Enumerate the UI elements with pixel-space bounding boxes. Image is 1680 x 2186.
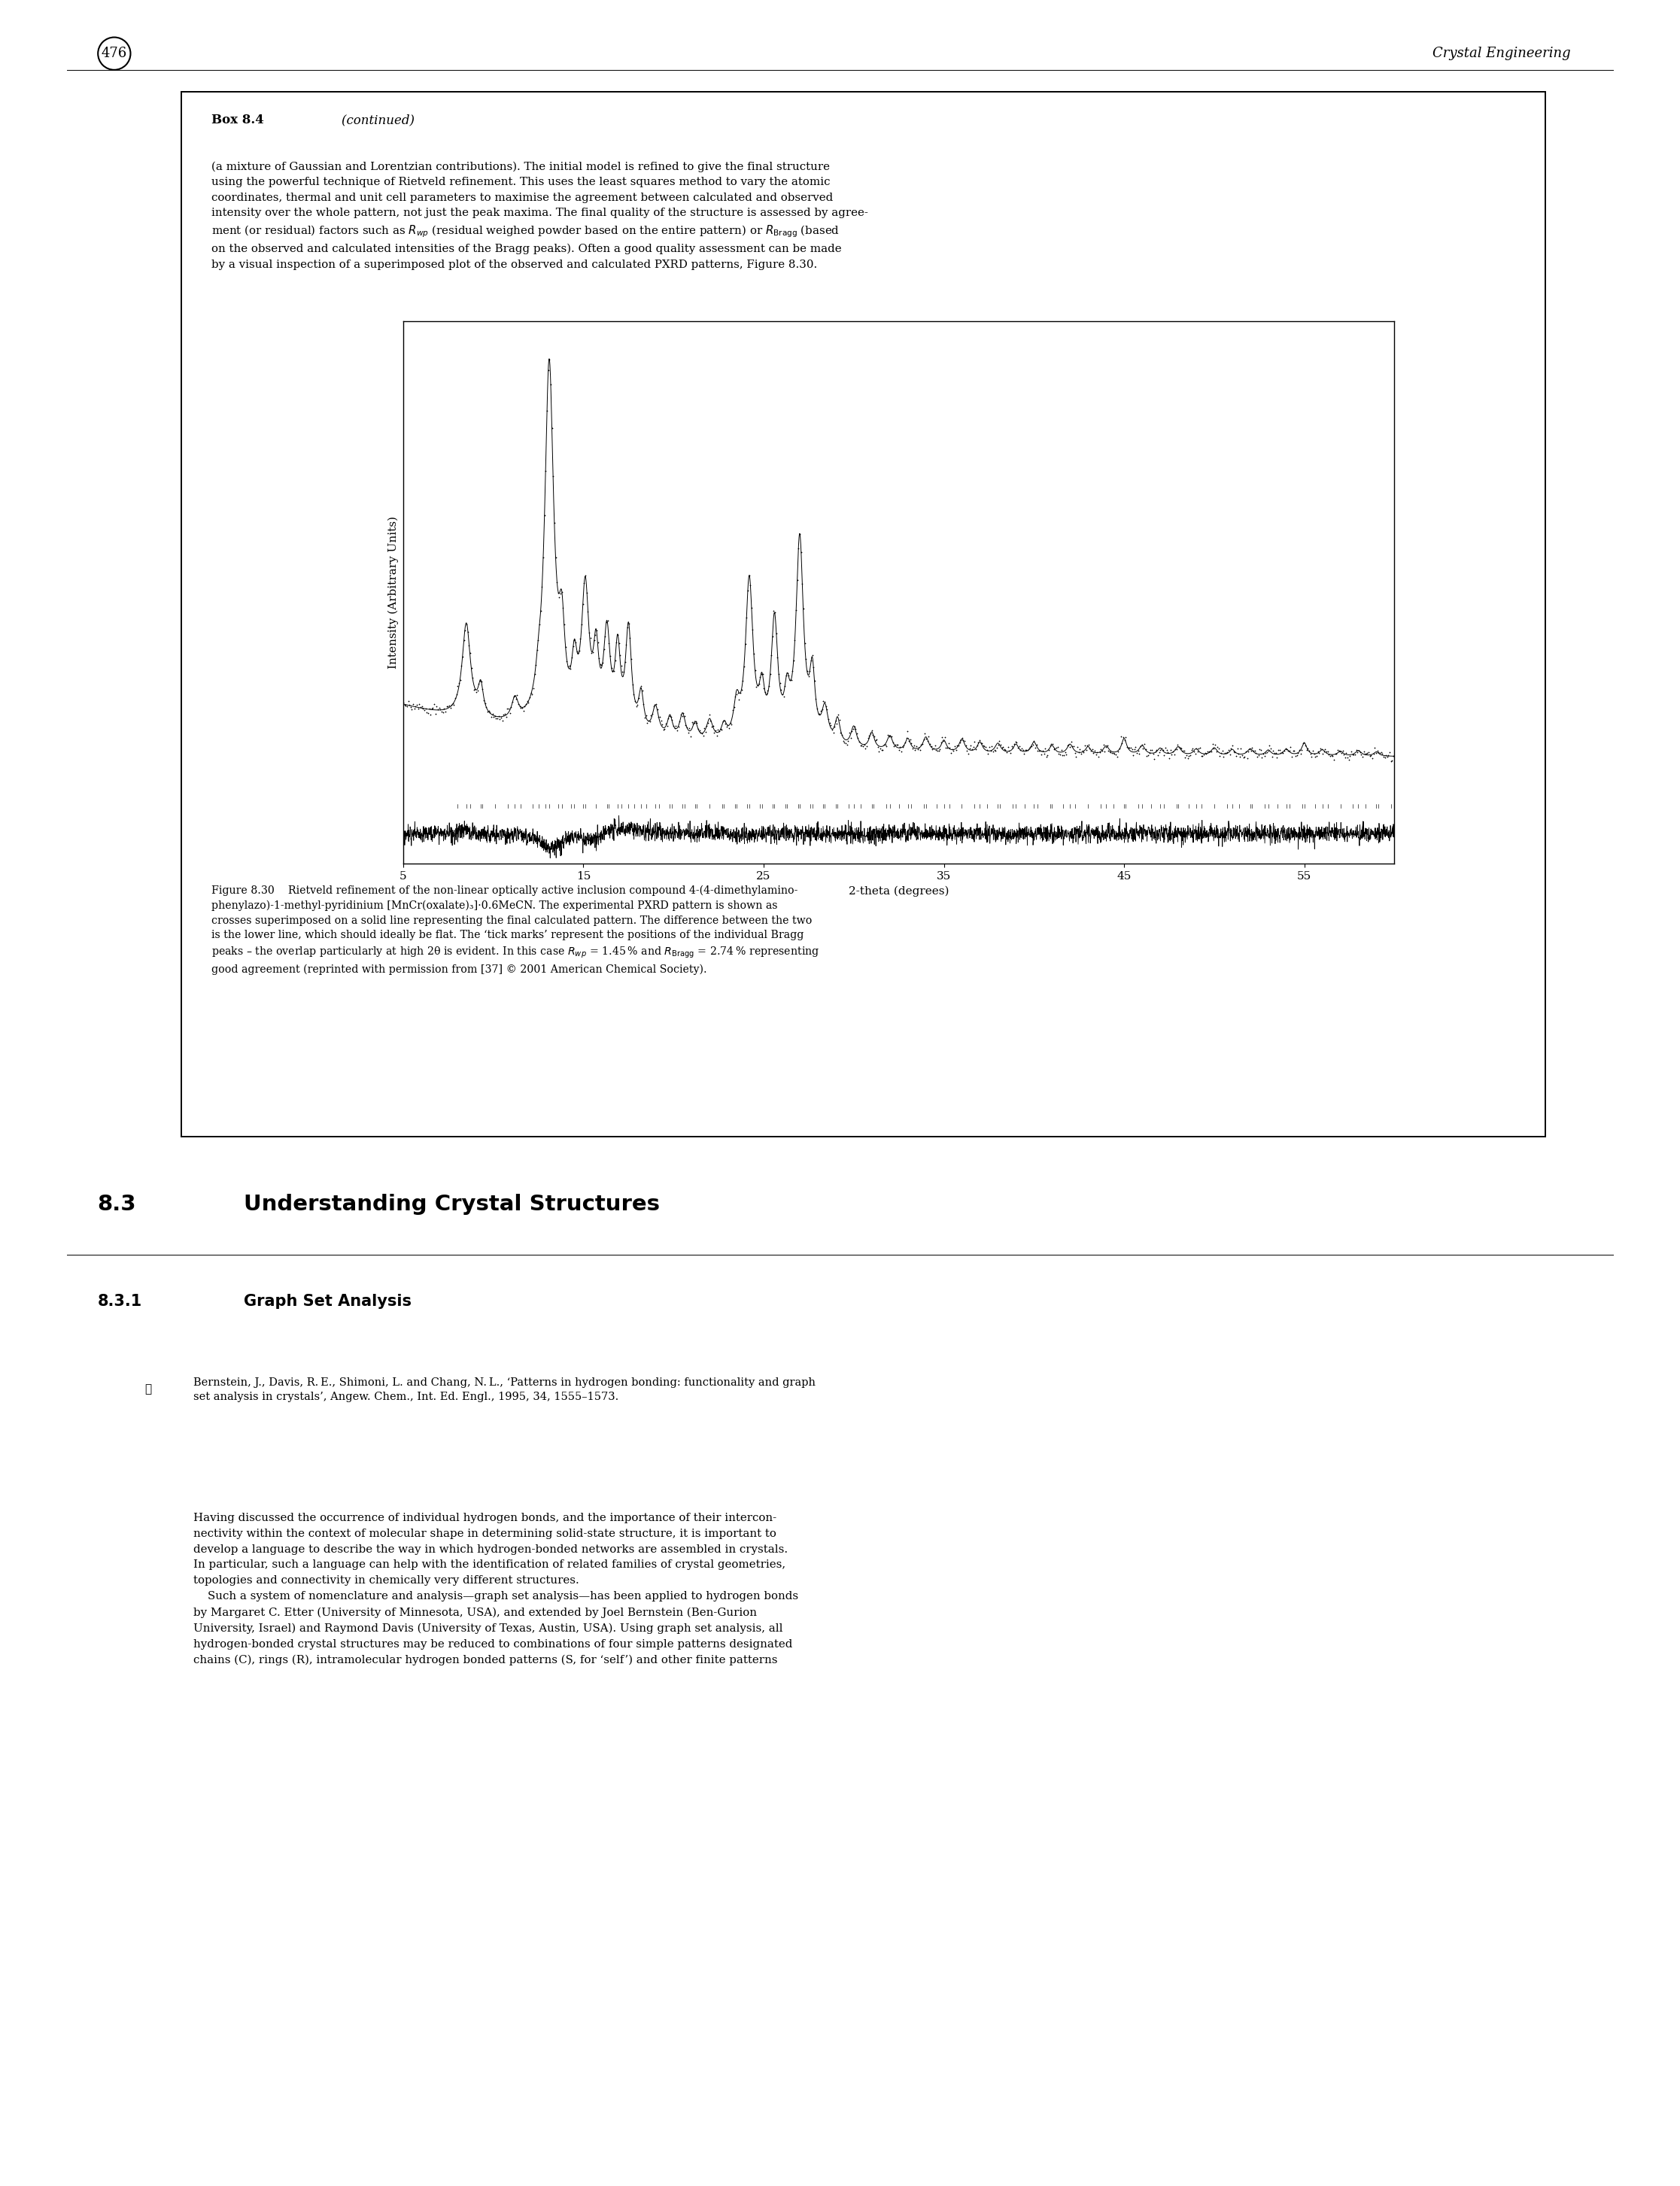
Text: Figure 8.30    Rietveld refinement of the non-linear optically active inclusion : Figure 8.30 Rietveld refinement of the n…: [212, 885, 820, 975]
Text: (a mixture of Gaussian and Lorentzian contributions). The initial model is refin: (a mixture of Gaussian and Lorentzian co…: [212, 162, 869, 269]
X-axis label: 2-theta (degrees): 2-theta (degrees): [848, 885, 949, 896]
Text: Understanding Crystal Structures: Understanding Crystal Structures: [244, 1194, 660, 1215]
Text: Graph Set Analysis: Graph Set Analysis: [244, 1294, 412, 1309]
Text: ⚿: ⚿: [144, 1384, 151, 1395]
Y-axis label: Intensity (Arbitrary Units): Intensity (Arbitrary Units): [388, 516, 400, 669]
Text: Box 8.4: Box 8.4: [212, 114, 264, 127]
Text: (continued): (continued): [326, 114, 415, 127]
Text: Crystal Engineering: Crystal Engineering: [1433, 46, 1571, 61]
Text: 8.3.1: 8.3.1: [97, 1294, 143, 1309]
Text: 8.3: 8.3: [97, 1194, 136, 1215]
Text: Bernstein, J., Davis, R. E., Shimoni, L. and Chang, N. L., ‘Patterns in hydrogen: Bernstein, J., Davis, R. E., Shimoni, L.…: [193, 1377, 815, 1403]
Text: Having discussed the occurrence of individual hydrogen bonds, and the importance: Having discussed the occurrence of indiv…: [193, 1513, 798, 1666]
Text: 476: 476: [101, 46, 128, 61]
